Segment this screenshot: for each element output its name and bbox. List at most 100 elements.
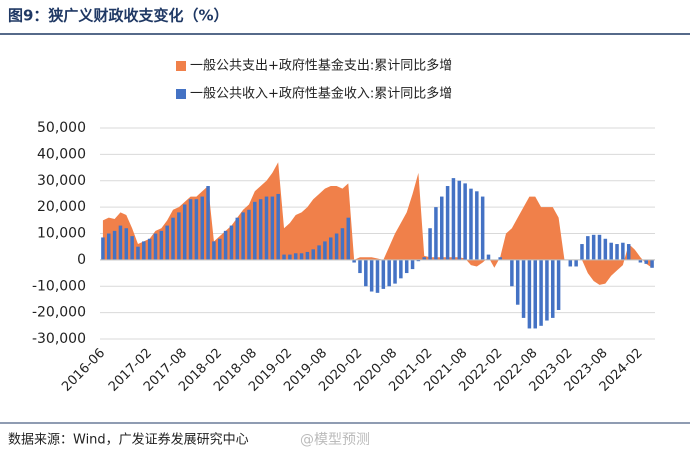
bar bbox=[159, 230, 164, 260]
source: 数据来源：Wind，广发证券发展研究中心 bbox=[8, 432, 249, 448]
bar bbox=[188, 199, 193, 260]
bar bbox=[171, 217, 175, 260]
bar bbox=[101, 237, 105, 260]
bar bbox=[317, 245, 321, 260]
bar bbox=[615, 244, 619, 260]
bar bbox=[410, 259, 415, 270]
bar bbox=[253, 201, 257, 260]
y-tick-label: 10,000 bbox=[37, 226, 86, 242]
bar bbox=[200, 196, 204, 260]
bar bbox=[352, 259, 356, 263]
bar bbox=[147, 238, 152, 260]
bar bbox=[182, 204, 187, 260]
bar bbox=[364, 259, 368, 287]
legend-swatch bbox=[176, 89, 186, 99]
y-tick-label: -30,000 bbox=[32, 331, 86, 347]
bar bbox=[451, 178, 456, 260]
bar bbox=[580, 244, 584, 260]
bar bbox=[644, 259, 648, 264]
bar bbox=[486, 254, 491, 260]
bar bbox=[293, 253, 298, 260]
bar bbox=[358, 259, 362, 274]
bar bbox=[521, 259, 526, 318]
bar bbox=[282, 254, 286, 260]
legend-label: 一般公共收入+政府性基金收入:累计同比多增 bbox=[190, 86, 452, 102]
bar bbox=[638, 259, 643, 263]
bar bbox=[194, 199, 199, 260]
bar bbox=[323, 241, 327, 260]
bar bbox=[235, 217, 240, 260]
bar bbox=[539, 259, 543, 326]
bar bbox=[609, 242, 613, 260]
legend-swatch bbox=[176, 61, 186, 71]
bar bbox=[621, 242, 625, 260]
bar bbox=[299, 253, 304, 260]
bar bbox=[545, 259, 549, 321]
bar bbox=[381, 259, 386, 289]
watermark: @模型预测 bbox=[300, 432, 370, 448]
bar bbox=[428, 228, 432, 260]
title: 图9：狭广义财政收支变化（%） bbox=[8, 7, 228, 25]
bar bbox=[515, 259, 520, 305]
bar bbox=[305, 251, 310, 260]
bar bbox=[264, 196, 269, 260]
bar bbox=[445, 186, 450, 260]
x-tick-label: 2016-06 bbox=[59, 346, 108, 395]
bar bbox=[527, 259, 532, 329]
bar bbox=[597, 234, 602, 260]
bar bbox=[510, 259, 514, 287]
bar bbox=[311, 249, 315, 260]
bar bbox=[112, 230, 117, 260]
bar bbox=[107, 233, 111, 260]
bar bbox=[118, 225, 123, 260]
bar bbox=[369, 259, 374, 292]
bar bbox=[586, 236, 590, 260]
bar bbox=[480, 196, 485, 260]
bar bbox=[212, 241, 216, 260]
bar bbox=[650, 259, 654, 268]
bar bbox=[393, 259, 397, 284]
bar bbox=[329, 237, 333, 260]
bar bbox=[556, 259, 561, 310]
bar bbox=[276, 193, 280, 260]
legend-label: 一般公共支出+政府性基金支出:累计同比多增 bbox=[190, 58, 452, 74]
bar bbox=[229, 225, 234, 260]
bar bbox=[340, 228, 345, 260]
bar bbox=[551, 259, 555, 318]
bar bbox=[136, 246, 140, 260]
bar bbox=[153, 233, 158, 260]
bar bbox=[568, 259, 573, 267]
y-tick-label: -20,000 bbox=[32, 305, 86, 321]
bar bbox=[206, 186, 210, 260]
bar bbox=[177, 212, 181, 260]
bar bbox=[463, 183, 467, 260]
bar bbox=[270, 196, 275, 260]
bar bbox=[457, 180, 462, 260]
bar bbox=[375, 259, 380, 293]
bar bbox=[404, 259, 409, 274]
y-tick-label: 50,000 bbox=[37, 120, 86, 136]
bar bbox=[475, 191, 479, 260]
bar bbox=[142, 241, 146, 260]
bar bbox=[533, 259, 537, 329]
bar bbox=[387, 259, 391, 287]
bar bbox=[469, 188, 473, 260]
y-tick-label: 40,000 bbox=[37, 146, 86, 162]
y-tick-label: 30,000 bbox=[37, 173, 86, 189]
bar bbox=[440, 196, 444, 260]
y-tick-label: 20,000 bbox=[37, 199, 86, 215]
bar bbox=[574, 259, 578, 267]
bar bbox=[288, 254, 292, 260]
bar bbox=[498, 257, 502, 260]
bar bbox=[416, 259, 421, 262]
bar bbox=[346, 217, 351, 260]
bar bbox=[124, 228, 129, 260]
bar bbox=[165, 225, 169, 260]
bar bbox=[218, 238, 222, 260]
bar bbox=[223, 230, 228, 260]
bar bbox=[130, 236, 134, 260]
bar bbox=[258, 199, 263, 260]
bar bbox=[422, 257, 426, 260]
y-tick-label: -10,000 bbox=[32, 278, 86, 294]
bar bbox=[247, 209, 251, 260]
